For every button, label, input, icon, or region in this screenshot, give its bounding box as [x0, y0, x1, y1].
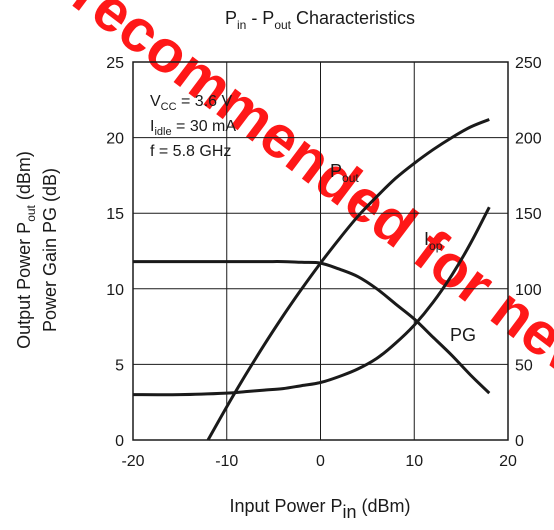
condition-idle-sub: idle [154, 126, 171, 138]
chart-title: Pin - Pout Characteristics [225, 8, 415, 32]
x-tick-label-1: -10 [215, 453, 238, 470]
condition-vcc-main: V [150, 93, 161, 110]
x-tick-label-2: 0 [316, 453, 325, 470]
condition-idle-main: I [150, 118, 154, 135]
chart-title-main: P [225, 8, 237, 28]
chart-title-tail: Characteristics [291, 8, 415, 28]
y-left-tick-label-3: 15 [106, 206, 124, 223]
y-right-tick-label-5: 250 [515, 55, 542, 72]
x-tick-label-4: 20 [499, 453, 517, 470]
label-iop: Iop [424, 229, 443, 253]
x-tick-label-3: 10 [405, 453, 423, 470]
condition-idle-tail: = 30 mA [172, 118, 237, 135]
y-right-tick-label-3: 150 [515, 206, 542, 223]
y-left-tick-label-4: 20 [106, 131, 124, 148]
chart-title-mid: - P [246, 8, 274, 28]
chart-title-sub2: out [274, 18, 291, 32]
plot-frame [132, 61, 509, 441]
y-left-tick-label-5: 25 [106, 55, 124, 72]
y-axis-label-line1: Output Power Pout (dBm) [14, 151, 38, 349]
x-axis-label-main: Input Power P [229, 496, 342, 516]
y-left-tick-labels: 0 5 10 15 20 25 [106, 55, 124, 450]
y-left-tick-label-0: 0 [115, 433, 124, 450]
condition-vcc: VCC = 3.6 V [150, 93, 232, 113]
y-axis-label-line1-sub: out [24, 204, 38, 221]
condition-vcc-tail: = 3.6 V [177, 93, 233, 110]
x-axis-label-tail: (dBm) [357, 496, 411, 516]
chart-title-sub1: in [237, 18, 246, 32]
condition-vcc-sub: CC [161, 101, 177, 113]
series-line-pout [206, 118, 490, 441]
x-axis-label-sub: in [343, 502, 357, 522]
x-axis-label: Input Power Pin (dBm) [229, 496, 410, 522]
y-right-tick-labels: 0 50 100 150 200 250 [515, 55, 542, 450]
label-pout-sub: out [342, 171, 359, 185]
series-curves [132, 118, 491, 441]
y-right-tick-label-4: 200 [515, 131, 542, 148]
label-iop-sub: op [429, 239, 443, 253]
y-right-tick-label-0: 0 [515, 433, 524, 450]
condition-freq: f = 5.8 GHz [150, 143, 231, 160]
label-iop-main: I [424, 229, 429, 249]
label-pout: Pout [330, 161, 359, 185]
y-left-tick-label-2: 10 [106, 282, 124, 299]
condition-idle: Iidle = 30 mA [150, 118, 236, 138]
y-axis-label-line1-main: Output Power P [14, 222, 34, 349]
label-pout-main: P [330, 161, 342, 181]
y-right-tick-label-2: 100 [515, 282, 542, 299]
y-left-tick-label-1: 5 [115, 357, 124, 374]
y-axis-label-line2: Power Gain PG (dB) [40, 168, 60, 332]
x-tick-labels: -20 -10 0 10 20 [121, 453, 517, 470]
series-line-pg [133, 260, 491, 395]
label-pg: PG [450, 325, 476, 345]
series-line-iop [132, 206, 491, 397]
y-axis-label-line1-tail: (dBm) [14, 151, 34, 205]
x-tick-label-0: -20 [121, 453, 144, 470]
y-right-tick-label-1: 50 [515, 357, 533, 374]
